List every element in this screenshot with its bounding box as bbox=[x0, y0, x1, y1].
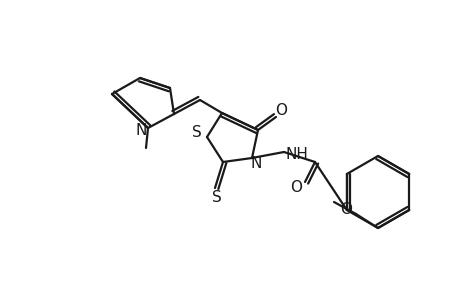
Text: S: S bbox=[212, 190, 221, 205]
Text: N: N bbox=[250, 155, 261, 170]
Text: O: O bbox=[274, 103, 286, 118]
Text: S: S bbox=[192, 124, 202, 140]
Text: O: O bbox=[339, 202, 351, 217]
Text: N: N bbox=[135, 122, 146, 137]
Text: NH: NH bbox=[285, 146, 308, 161]
Text: O: O bbox=[289, 179, 302, 194]
